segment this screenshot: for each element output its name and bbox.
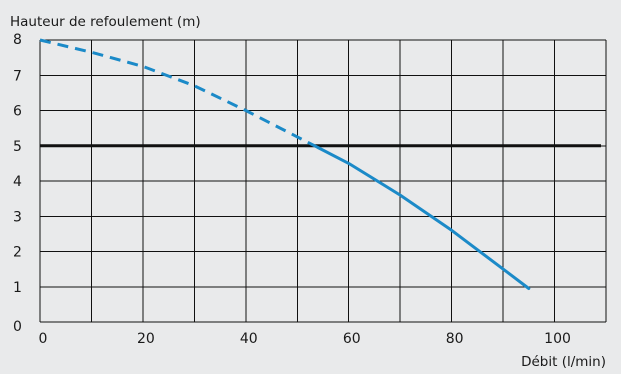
chart-grid <box>39 39 607 323</box>
y-tick-label: 4 <box>13 174 22 190</box>
x-tick-label: 40 <box>240 331 258 347</box>
x-axis-title: Débit (l/min) <box>521 354 606 370</box>
y-axis-title: Hauteur de refoulement (m) <box>10 14 201 30</box>
y-tick-label: 1 <box>13 280 22 296</box>
y-tick-labels: 0 1 2 3 4 5 6 7 8 <box>13 32 22 335</box>
y-tick-label: 7 <box>13 68 22 84</box>
x-tick-label: 100 <box>544 331 571 347</box>
series-group <box>39 38 531 290</box>
x-tick-label: 20 <box>137 331 155 347</box>
y-tick-label: 6 <box>13 104 22 120</box>
x-tick-label: 60 <box>343 331 361 347</box>
series-line-solid <box>316 146 531 290</box>
y-tick-label: 8 <box>13 32 22 48</box>
y-tick-label: 0 <box>13 319 22 335</box>
y-tick-label: 3 <box>13 209 22 225</box>
x-tick-labels: 0 20 40 60 80 100 <box>39 331 571 347</box>
x-tick-label: 80 <box>446 331 464 347</box>
y-tick-label: 5 <box>13 139 22 155</box>
y-tick-label: 2 <box>13 245 22 261</box>
series-line-dashed <box>39 38 319 149</box>
x-tick-label: 0 <box>39 331 48 347</box>
